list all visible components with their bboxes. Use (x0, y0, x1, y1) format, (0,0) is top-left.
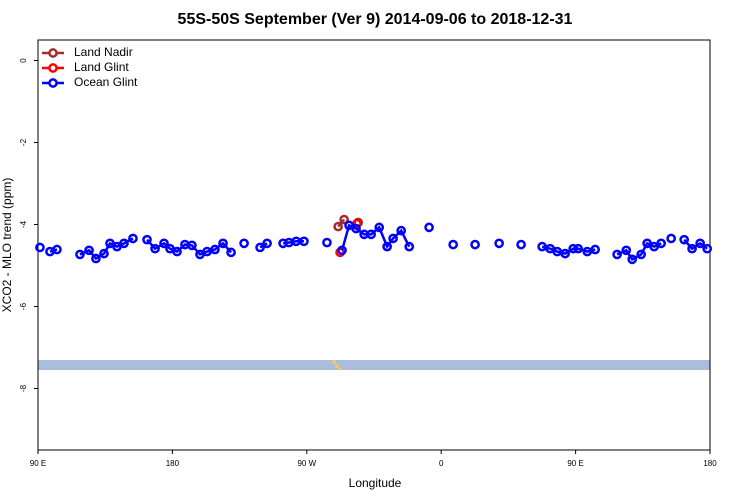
y-tick-label: -4 (19, 220, 28, 228)
point (590, 244, 601, 255)
x-tick-label: 180 (166, 459, 180, 468)
point (695, 238, 705, 249)
y-tick-label: 0 (19, 58, 28, 63)
point (374, 222, 385, 233)
x-tick-label: 90 E (30, 459, 46, 468)
point (388, 233, 398, 244)
legend-marker (48, 48, 58, 58)
point (322, 237, 332, 248)
y-tick-label: -8 (19, 384, 28, 392)
legend-marker (48, 63, 58, 73)
point (172, 246, 182, 257)
point (210, 244, 220, 255)
point (119, 238, 129, 249)
point (573, 243, 583, 254)
legend-label: Ocean Glint (74, 75, 138, 89)
point (333, 221, 344, 232)
point (128, 233, 138, 244)
land-dot (335, 364, 339, 368)
point (679, 234, 690, 245)
point (702, 243, 713, 254)
legend-label: Land Glint (74, 60, 129, 74)
point (621, 245, 632, 256)
point (516, 239, 526, 250)
point (448, 239, 458, 250)
point (187, 240, 197, 251)
x-tick-label: 90 W (297, 459, 316, 468)
point (396, 225, 407, 236)
point (560, 248, 570, 259)
x-tick-label: 0 (439, 459, 444, 468)
land-dot (332, 360, 336, 364)
series-line (616, 241, 662, 261)
chart-title: 55S-50S September (Ver 9) 2014-09-06 to … (178, 11, 573, 28)
point (366, 229, 377, 240)
point (612, 249, 622, 260)
point (382, 241, 392, 252)
series-line (79, 237, 134, 261)
point (159, 238, 169, 249)
point (494, 238, 504, 249)
point (239, 238, 249, 249)
point (687, 243, 697, 254)
point (636, 249, 647, 260)
land-strip (38, 360, 710, 370)
point (339, 214, 349, 225)
point (84, 245, 94, 256)
point (142, 234, 152, 245)
legend-label: Land Nadir (74, 45, 133, 59)
y-tick-label: -2 (19, 138, 28, 146)
x-tick-label: 90 E (567, 459, 583, 468)
plot-frame (37, 39, 711, 451)
point (666, 233, 677, 244)
point (75, 249, 85, 260)
point (150, 243, 160, 254)
x-axis-label: Longitude (349, 476, 402, 490)
point (404, 241, 415, 252)
point (351, 223, 361, 234)
point (568, 243, 579, 254)
land-dot (338, 367, 342, 371)
point (91, 253, 101, 264)
point (627, 254, 638, 265)
point (656, 238, 667, 249)
point (35, 242, 45, 253)
point (262, 238, 272, 249)
y-tick-label: -6 (19, 302, 28, 310)
point (52, 244, 62, 255)
point (424, 222, 434, 233)
point (299, 236, 309, 247)
y-axis-label: XCO2 - MLO trend (ppm) (0, 178, 14, 313)
point (470, 239, 480, 250)
point (337, 245, 347, 256)
point (255, 242, 265, 253)
point (99, 248, 109, 259)
point (226, 247, 236, 258)
legend-marker (48, 78, 58, 88)
point (218, 238, 228, 249)
point (537, 241, 547, 252)
x-tick-label: 180 (703, 459, 717, 468)
